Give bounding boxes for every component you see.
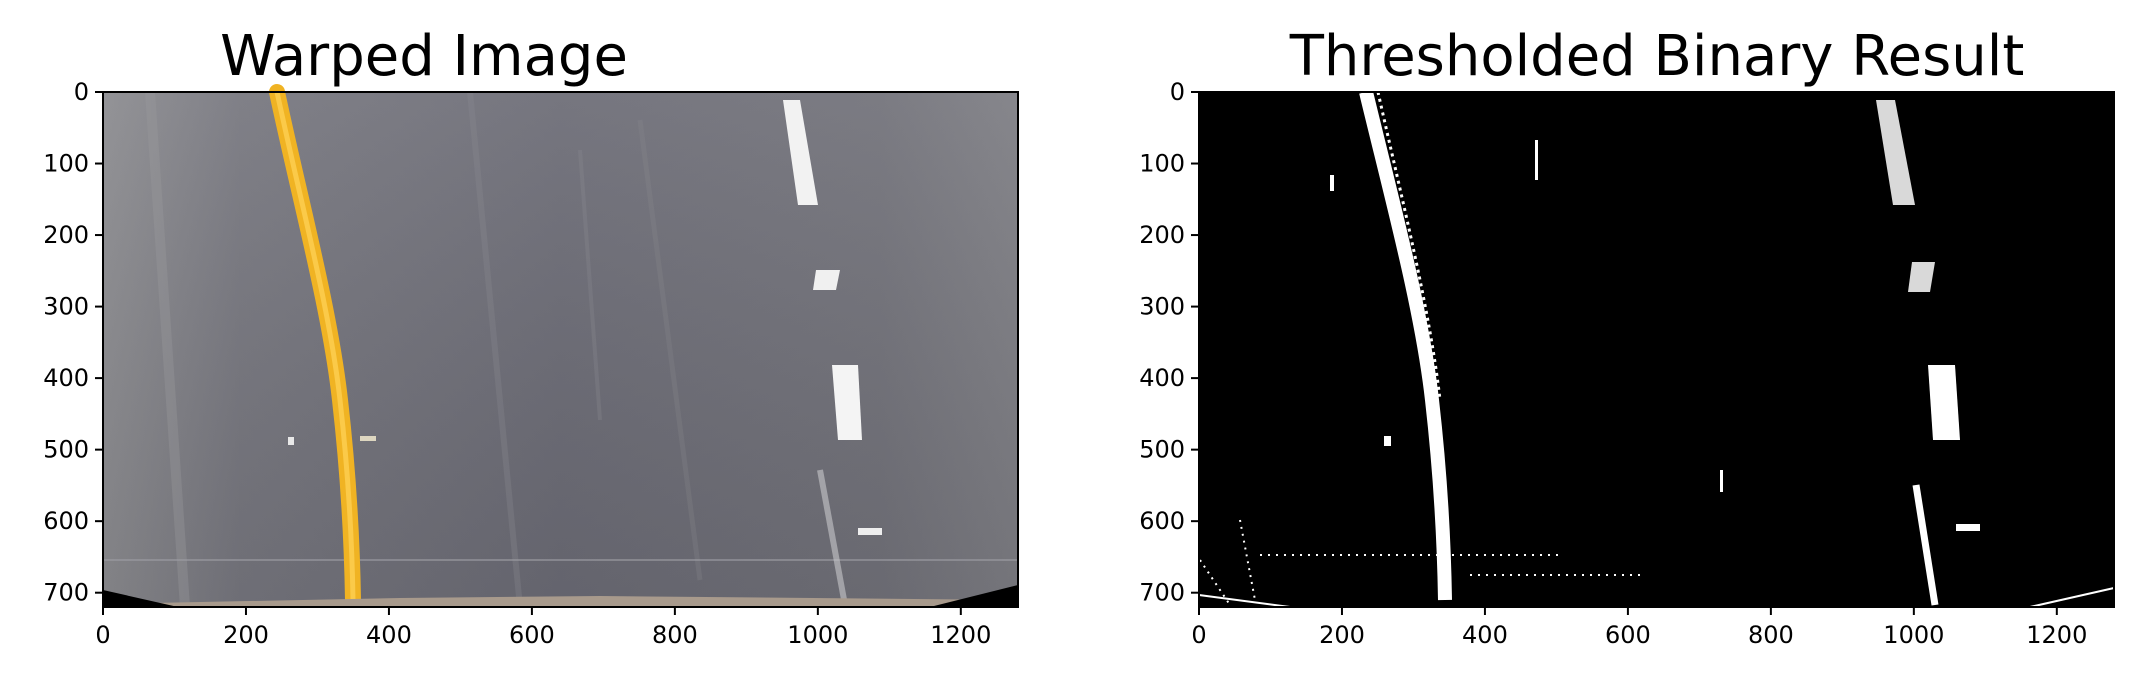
y-tick-label: 500 xyxy=(43,436,89,464)
y-tick-label: 400 xyxy=(43,364,89,392)
y-tick-label: 100 xyxy=(43,150,89,178)
ticks-warped: 0 200 400 600 800 1000 1200 0 100 200 300 400 500 600… xyxy=(43,78,991,649)
binary-threshold-image xyxy=(1198,90,2115,608)
y-tick-label: 300 xyxy=(43,293,89,321)
x-tick-label: 0 xyxy=(1191,621,1206,649)
y-tick-label: 0 xyxy=(74,78,89,106)
x-tick-label: 1200 xyxy=(2026,621,2087,649)
y-tick-label: 600 xyxy=(1139,507,1185,535)
y-tick-label: 100 xyxy=(1139,150,1185,178)
x-tick-label: 600 xyxy=(1605,621,1651,649)
axes-frame-warped xyxy=(102,91,1019,608)
y-tick-label: 500 xyxy=(1139,436,1185,464)
x-tick-label: 400 xyxy=(1462,621,1508,649)
x-tick-label: 1200 xyxy=(930,621,991,649)
x-tick-label: 0 xyxy=(95,621,110,649)
y-tick-label: 200 xyxy=(43,221,89,249)
warped-road-image xyxy=(103,84,1018,608)
y-tick-label: 600 xyxy=(43,507,89,535)
x-tick-label: 600 xyxy=(509,621,555,649)
x-tick-label: 200 xyxy=(1319,621,1365,649)
y-tick-label: 700 xyxy=(43,579,89,607)
x-tick-label: 800 xyxy=(1748,621,1794,649)
panel-title-binary: Thresholded Binary Result xyxy=(1289,24,2025,89)
y-tick-label: 0 xyxy=(1170,78,1185,106)
y-tick-label: 200 xyxy=(1139,221,1185,249)
axes-frame-binary xyxy=(1198,91,2115,608)
x-tick-label: 1000 xyxy=(1883,621,1944,649)
y-tick-label: 700 xyxy=(1139,579,1185,607)
ticks-binary: 0 200 400 600 800 1000 1200 0 100 200 300 400 500 600… xyxy=(1139,78,2087,649)
panel-binary-result: Thresholded Binary Result 0 200 400 600 800 1… xyxy=(1139,24,2115,649)
y-tick-label: 400 xyxy=(1139,364,1185,392)
x-tick-label: 200 xyxy=(223,621,269,649)
x-tick-label: 400 xyxy=(366,621,412,649)
y-tick-label: 300 xyxy=(1139,293,1185,321)
panel-title-warped: Warped Image xyxy=(220,24,628,89)
x-tick-label: 1000 xyxy=(787,621,848,649)
panel-warped-image: Warped Image xyxy=(43,24,1019,649)
x-tick-label: 800 xyxy=(652,621,698,649)
